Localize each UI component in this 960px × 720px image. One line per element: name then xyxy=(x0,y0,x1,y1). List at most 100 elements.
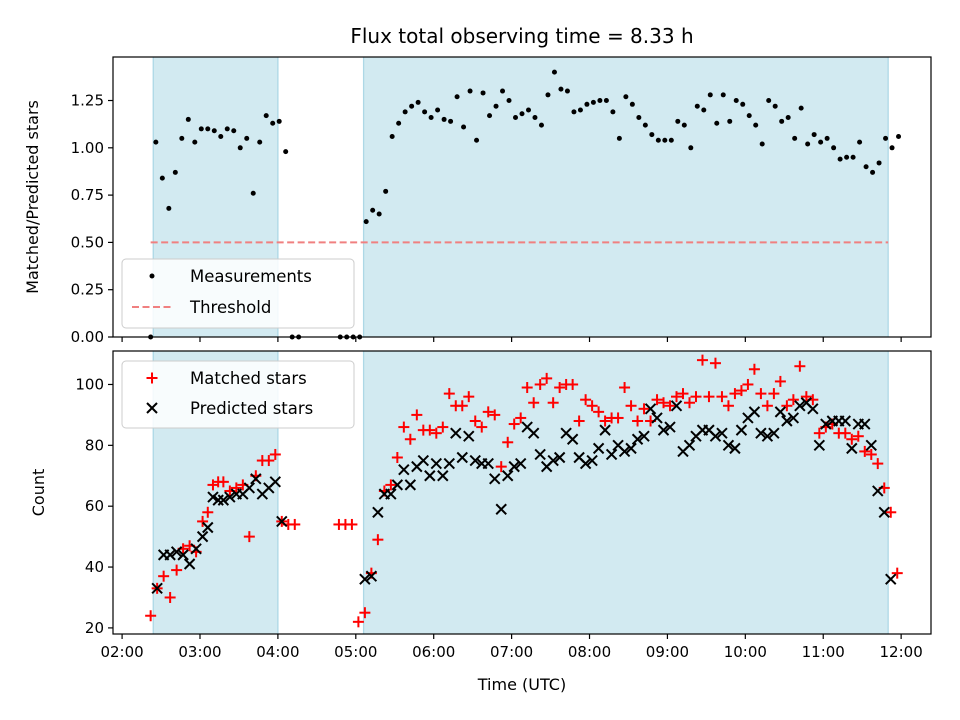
measurement-point xyxy=(231,128,237,134)
measurement-point xyxy=(837,156,843,162)
predicted-star-point xyxy=(553,451,566,464)
matched-star-point xyxy=(794,360,806,372)
observing-interval-shading xyxy=(152,351,889,634)
measurement-point xyxy=(244,135,250,141)
matched-star-point xyxy=(508,418,520,430)
cross-b xyxy=(670,400,683,412)
matched-star-point xyxy=(385,479,397,491)
x-tick-label: 05:00 xyxy=(334,643,377,661)
predicted-star-point xyxy=(514,457,527,470)
matched-star-point xyxy=(638,403,650,415)
x-tick-label: 06:00 xyxy=(412,643,455,661)
y-tick-label: 0.25 xyxy=(71,281,104,299)
measurement-point xyxy=(668,137,674,143)
measurement-point xyxy=(545,92,551,98)
predicted-star-point xyxy=(372,506,384,518)
measurement-point xyxy=(461,124,467,130)
cross-b xyxy=(469,454,481,467)
measurement-point xyxy=(811,132,817,138)
matched-star-point xyxy=(528,397,540,409)
predicted-star-point xyxy=(398,463,410,476)
matched-star-point xyxy=(495,461,507,473)
matched-star-point xyxy=(573,415,585,427)
predicted-star-point xyxy=(508,460,520,473)
y-tick-label: 20 xyxy=(85,619,104,637)
cross-b xyxy=(508,460,520,473)
measurement-point xyxy=(824,135,830,141)
measurement-point xyxy=(779,118,785,124)
predicted-star-point xyxy=(424,470,436,482)
measurement-point xyxy=(389,133,395,139)
measurement-point xyxy=(636,115,642,121)
cross-b xyxy=(761,430,774,442)
matched-star-point xyxy=(742,378,754,390)
matched-star-point xyxy=(846,433,858,445)
measurement-point xyxy=(857,139,863,145)
measurement-point xyxy=(172,169,178,175)
cross-b xyxy=(196,530,209,543)
matched-star-point xyxy=(547,397,559,409)
measurement-point xyxy=(844,154,850,160)
cross-b xyxy=(703,424,715,436)
measurement-point xyxy=(276,118,282,124)
matched-star-point xyxy=(716,391,728,403)
matched-star-point xyxy=(263,455,275,467)
cross-b xyxy=(573,451,585,464)
measurement-point xyxy=(662,137,668,143)
predicted-star-point xyxy=(212,494,224,506)
bottom-y-ticks: 20 40 60 80 100 xyxy=(75,375,113,637)
matched-star-point xyxy=(359,607,371,619)
matched-star-point xyxy=(482,406,494,418)
y-tick-label: 100 xyxy=(75,375,104,393)
predicted-star-point xyxy=(469,454,481,467)
matched-star-point xyxy=(404,433,416,445)
predicted-star-point xyxy=(151,582,163,595)
predicted-star-point xyxy=(846,442,858,455)
measurement-point xyxy=(714,120,720,126)
measurement-point xyxy=(218,133,224,139)
cross-b xyxy=(885,573,897,585)
matched-star-point xyxy=(625,400,637,412)
cross-b xyxy=(781,415,793,427)
matched-star-point xyxy=(437,421,449,433)
cross-b xyxy=(207,491,219,503)
cross-b xyxy=(807,403,819,415)
measurement-point xyxy=(538,122,544,128)
predicted-star-point xyxy=(527,427,540,439)
measurement-point xyxy=(746,113,752,119)
y-tick-label: 0.50 xyxy=(71,233,104,251)
predicted-star-point xyxy=(547,454,559,467)
measurement-point xyxy=(616,135,622,141)
predicted-star-point xyxy=(566,433,579,445)
predicted-star-point xyxy=(638,430,650,442)
measurement-point xyxy=(831,145,837,151)
cross-b xyxy=(605,448,618,461)
measurement-point xyxy=(584,101,590,107)
matched-star-point xyxy=(391,452,403,464)
matched-star-point xyxy=(599,415,611,427)
predicted-star-point xyxy=(839,415,852,427)
predicted-star-point xyxy=(859,418,871,430)
y-tick-label: 80 xyxy=(85,436,104,454)
matched-star-point xyxy=(768,388,780,400)
y-tick-label: 1.25 xyxy=(71,92,104,110)
matched-star-point xyxy=(352,616,364,628)
measurement-point xyxy=(474,137,480,143)
predicted-star-point xyxy=(430,457,443,470)
matched-star-point xyxy=(859,445,871,457)
measurement-point xyxy=(883,135,889,141)
predicted-star-point xyxy=(224,491,236,503)
measurement-point xyxy=(694,103,700,109)
matched-star-point xyxy=(430,427,442,439)
measurement-point xyxy=(257,139,263,145)
matched-star-point xyxy=(586,400,598,412)
matched-star-point xyxy=(593,406,605,418)
cross-b xyxy=(865,439,877,452)
cross-b xyxy=(787,412,800,424)
measurement-point xyxy=(441,116,447,122)
measurement-marks xyxy=(148,69,902,340)
matched-star-point xyxy=(580,394,592,406)
matched-star-point xyxy=(217,476,229,488)
x-tick-label: 09:00 xyxy=(646,643,689,661)
cross-b xyxy=(566,433,579,445)
